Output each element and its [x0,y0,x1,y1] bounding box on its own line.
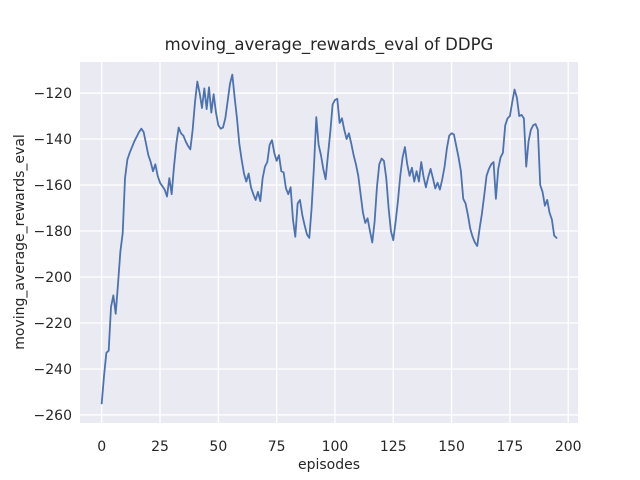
y-tick-label: −220 [34,316,72,332]
chart-title: moving_average_rewards_eval of DDPG [165,35,494,55]
y-tick-label: −180 [34,224,72,240]
series-line [100,73,558,405]
x-tick-label: 175 [497,439,524,455]
x-tick-label: 25 [151,439,169,455]
y-tick-label: −160 [34,178,72,194]
x-tick-label: 100 [322,439,349,455]
tick-labels: 0 25 50 75 100 125 150 175 200 −120 −140 −160 −180 −2… [34,86,582,455]
x-tick-label: 200 [555,439,582,455]
x-tick-label: 150 [438,439,465,455]
y-axis-label: moving_average_rewards_eval [12,134,28,350]
x-tick-label: 0 [97,439,106,455]
data-line-layer [100,73,558,405]
y-tick-label: −140 [34,132,72,148]
y-tick-label: −260 [34,408,72,424]
x-axis-label: episodes [298,457,360,473]
x-tick-label: 50 [209,439,227,455]
x-tick-label: 125 [380,439,407,455]
y-tick-label: −200 [34,270,72,286]
y-tick-label: −120 [34,86,72,102]
x-tick-label: 75 [268,439,286,455]
y-tick-label: −240 [34,362,72,378]
plot-background [80,62,578,423]
